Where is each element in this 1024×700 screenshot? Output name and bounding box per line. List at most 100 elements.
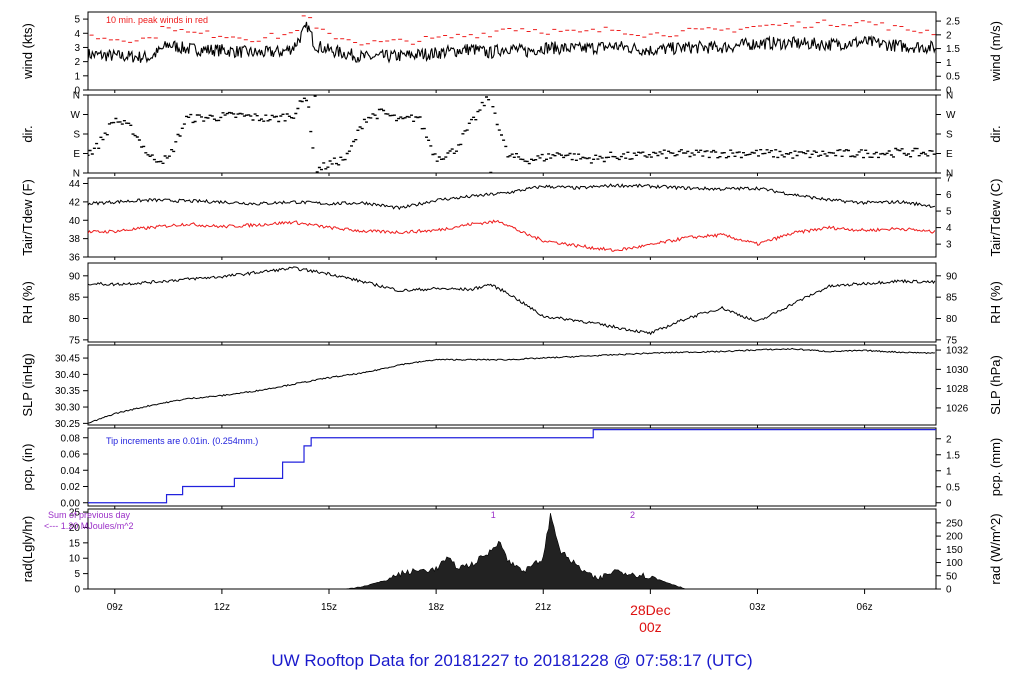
series-line-RH [88,266,936,336]
y-axis-label-left: pcp. (in) [20,444,35,491]
y-tick-label-right: S [946,130,953,141]
y-axis-label-left: RH (%) [20,281,35,324]
panel-frame [87,11,937,91]
y-tick-label-right: 0 [946,498,952,509]
y-axis-label-right: Tair/Tdew (C) [988,178,1003,256]
series-line-mean-wind [88,21,936,64]
y-tick-label-right: 200 [946,532,963,543]
y-tick-label-left: 0.06 [61,450,81,461]
y-tick-label-right: 0 [946,86,952,97]
date-label: 28Dec [630,602,670,618]
y-tick-label-left: 44 [69,179,81,190]
day-marker-1: 1 [491,510,496,520]
y-axis-label-right: pcp. (mm) [988,438,1003,497]
y-tick-label-right: 1028 [946,384,969,395]
y-tick-label-right: N [946,169,953,180]
x-tick-label: 03z [749,602,765,613]
chart-title: UW Rooftop Data for 20181227 to 20181228… [271,651,752,670]
series-line-Tair [88,183,936,211]
y-tick-label-left: 0.08 [61,433,81,444]
y-tick-label-right: 1.5 [946,44,960,55]
y-axis-label-left: rad(Lgly/hr) [20,516,35,582]
y-tick-label-right: 2 [946,434,952,445]
y-tick-label-left: W [71,110,81,121]
y-axis-label-left: wind (kts) [20,23,35,80]
y-tick-label-right: 3 [946,240,952,251]
y-tick-label-left: 30.45 [55,354,80,365]
y-axis-label-right: RH (%) [988,281,1003,324]
y-tick-label-right: 90 [946,271,958,282]
plot-area [88,15,936,64]
y-tick-label-right: 2 [946,30,952,41]
y-tick-label-left: 2 [74,57,80,68]
y-tick-label-left: N [73,91,80,102]
y-tick-label-left: 36 [69,253,81,264]
y-tick-label-left: 30.25 [55,419,80,430]
y-tick-label-right: N [946,91,953,102]
panel-frame [87,344,937,426]
panel-pcp: 0.00 0.02 0.04 0.06 0.08 0 0.5 1 1.5 2 pcp. (in) pc… [20,427,1003,509]
panel-rh: 75 80 85 90 75 80 85 90 RH (%) RH (%) [20,262,1003,346]
y-tick-label-left: 3 [74,43,80,54]
y-axis-label-left: Tair/Tdew (F) [20,179,35,256]
plot-area [88,95,936,173]
y-axis-label-right: rad (W/m^2) [988,513,1003,584]
x-tick-label: 06z [857,602,873,613]
y-tick-label-right: 5 [946,207,952,218]
panel-frame [87,177,937,258]
day-marker-2: 2 [630,510,635,520]
y-tick-label-right: 80 [946,314,958,325]
y-tick-label-right: 1030 [946,365,969,376]
y-tick-label-left: 38 [69,234,81,245]
y-axis-label-right: SLP (hPa) [988,355,1003,415]
y-tick-label-right: 0.5 [946,482,960,493]
plot-area [88,183,936,252]
y-tick-label-left: 20 [69,523,81,534]
y-tick-label-right: 6 [946,190,952,201]
y-tick-label-left: 0 [74,86,80,97]
x-tick-label: 18z [428,602,444,613]
y-tick-label-right: 75 [946,335,958,346]
y-tick-label-right: 250 [946,518,963,529]
y-tick-label-right: 1026 [946,403,969,414]
series-line-Tdew [88,219,936,252]
y-tick-label-right: 100 [946,558,963,569]
y-tick-label-right: 0 [946,585,952,596]
y-tick-label-left: 30.35 [55,386,80,397]
radiation-sum-note: Sum of previous day [48,510,131,520]
panel-slp: 30.25 30.30 30.35 30.40 30.45 1026 1028 1030 103… [20,344,1003,430]
y-tick-label-left: 5 [74,569,80,580]
radiation-sum-value: <--- 1.20 MJoules/m^2 [44,521,134,531]
plot-area [88,266,936,336]
y-tick-label-left: 25 [69,508,81,519]
x-tick-label: 09z [107,602,123,613]
precip-line [88,429,936,504]
panel-frame [87,94,937,174]
y-tick-label-left: 1 [74,71,80,82]
y-tick-label-right: 7 [946,174,952,185]
y-tick-label-left: 90 [69,271,81,282]
panel-wind: 0 1 2 3 4 5 0 0.5 1 1.5 2 2.5 wind (kts) wind (m/s) 10… [20,11,1003,97]
y-tick-label-left: E [73,149,80,160]
y-tick-label-left: 15 [69,538,81,549]
y-tick-label-right: 1 [946,466,952,477]
peak-wind-note: 10 min. peak winds in red [106,15,208,25]
y-tick-label-left: 0.04 [61,466,81,477]
y-tick-label-left: 0 [74,585,80,596]
x-tick-label: 12z [214,602,230,613]
peak-wind-marks [89,15,936,46]
tip-increment-note: Tip increments are 0.01in. (0.254mm.) [106,436,258,446]
y-tick-label-right: 1032 [946,346,969,357]
y-tick-label-left: N [73,169,80,180]
y-tick-label-right: 2.5 [946,17,960,28]
y-tick-label-right: W [946,110,956,121]
series-line-SLP [88,347,935,424]
panel-temp: 36 38 40 42 44 3 4 5 6 7 Tair/Tdew (F) Tair/Tdew (C… [20,174,1003,264]
y-tick-label-right: 1 [946,58,952,69]
y-axis-label-left: dir. [20,125,35,142]
x-tick-label: 21z [535,602,551,613]
plot-area [88,347,935,424]
